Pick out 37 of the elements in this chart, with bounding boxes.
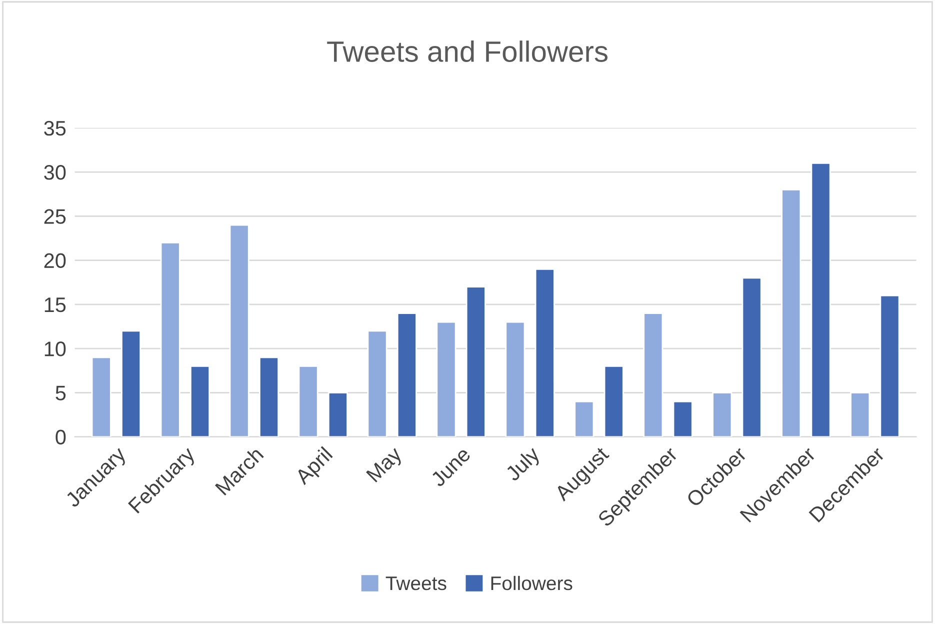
bar xyxy=(298,366,318,437)
y-tick-label: 35 xyxy=(44,120,66,136)
bar xyxy=(880,294,900,437)
bar xyxy=(328,392,348,437)
bar xyxy=(436,321,456,437)
bar xyxy=(643,312,664,437)
bar xyxy=(534,268,555,437)
legend-label: Followers xyxy=(491,576,572,590)
bar xyxy=(91,356,112,437)
bar xyxy=(850,392,870,437)
y-tick-label: 15 xyxy=(44,298,66,312)
y-tick-label: 10 xyxy=(44,342,66,356)
bar xyxy=(121,330,142,437)
bar xyxy=(505,321,526,437)
y-tick-label: 30 xyxy=(44,165,66,180)
legend-label: Tweets xyxy=(386,576,446,590)
bar xyxy=(160,242,180,437)
bar xyxy=(396,312,417,437)
bar xyxy=(810,162,831,437)
bar xyxy=(781,189,802,437)
y-tick-label: 25 xyxy=(44,209,66,224)
y-tick-label: 20 xyxy=(44,253,66,268)
x-tick-label: July xyxy=(504,445,544,485)
bar xyxy=(672,400,693,437)
bar xyxy=(604,366,624,437)
bar xyxy=(742,277,762,437)
bar xyxy=(229,224,250,437)
bar xyxy=(367,330,388,437)
bar xyxy=(574,400,594,437)
y-tick-label: 0 xyxy=(56,430,66,445)
bar xyxy=(258,356,279,437)
y-tick-label: 5 xyxy=(56,386,66,400)
bar xyxy=(466,286,486,437)
bar xyxy=(190,366,210,437)
bar xyxy=(712,392,732,437)
chart-title: Tweets and Followers xyxy=(327,40,608,62)
x-tick-label: May xyxy=(366,446,406,486)
